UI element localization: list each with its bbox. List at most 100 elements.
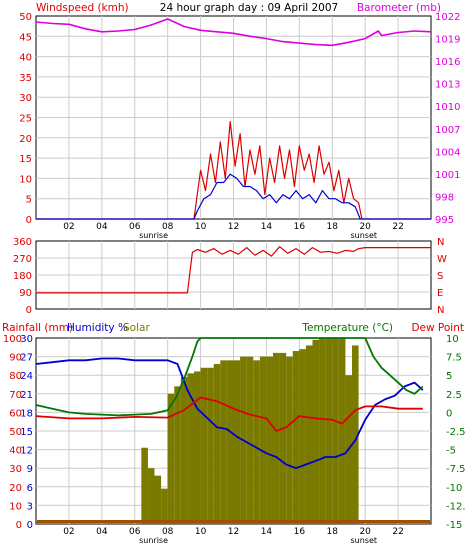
x-tick-label: 08 (162, 527, 174, 537)
rainfall-tick-label: 0 (16, 520, 22, 531)
rainfall-tick-label: 60 (9, 408, 22, 419)
solar-bar (207, 367, 214, 524)
solar-bar (161, 488, 168, 524)
sunset-label: sunset (350, 231, 377, 240)
temperature-tick-label: -12.5 (446, 501, 466, 512)
windspeed-tick-label: 35 (19, 73, 32, 84)
rainfall-tick-label: 70 (9, 390, 22, 401)
x-tick-label: 02 (63, 527, 74, 537)
humidity-tick-label: 21 (20, 390, 33, 401)
temperature-tick-label: -15 (446, 520, 462, 531)
windspeed-tick-label: 45 (19, 32, 32, 43)
windspeed-tick-label: 10 (19, 174, 32, 185)
humidity-tick-label: 18 (20, 408, 33, 419)
barometer-tick-label: 1019 (435, 35, 460, 46)
x-tick-label: 10 (195, 527, 207, 537)
solar-bar (266, 356, 273, 524)
windspeed-tick-label: 20 (19, 134, 32, 145)
solar-bar (305, 345, 313, 524)
x-tick-label: 12 (228, 527, 239, 537)
x-tick-label: 06 (129, 222, 141, 232)
x-tick-label: 04 (96, 527, 108, 537)
temperature-tick-label: -2.5 (446, 427, 466, 438)
humidity-tick-label: 27 (20, 353, 33, 364)
barometer-tick-label: 1010 (435, 102, 460, 113)
x-tick-label: 02 (63, 222, 74, 232)
barometer-tick-label: 1007 (435, 125, 460, 136)
humidity-tick-label: 6 (27, 483, 33, 494)
wind-direction-line (36, 246, 431, 294)
chart-title: 24 hour graph day : 09 April 2007 (160, 2, 338, 14)
x-tick-label: 04 (96, 222, 108, 232)
rainfall-tick-label: 80 (9, 371, 22, 382)
solar-bar (273, 352, 280, 524)
barometer-tick-label: 1001 (435, 170, 460, 181)
solar-bar (299, 349, 306, 524)
solar-bar (279, 352, 287, 524)
x-tick-label: 08 (162, 222, 174, 232)
barometer-tick-label: 1016 (435, 57, 460, 68)
compass-tick-label: N (437, 305, 444, 316)
compass-tick-label: W (437, 254, 447, 265)
barometer-tick-label: 1013 (435, 80, 460, 91)
x-tick-label: 14 (261, 527, 273, 537)
humidity-tick-label: 24 (20, 371, 33, 382)
x-tick-label: 20 (359, 222, 371, 232)
barometer-tick-label: 998 (435, 192, 454, 203)
humidity-tick-label: 30 (20, 334, 33, 345)
rainfall-tick-label: 50 (9, 427, 22, 438)
solar-bar (220, 360, 227, 524)
temperature-tick-label: -5 (446, 446, 456, 457)
x-tick-label: 12 (228, 222, 239, 232)
solar-bar (141, 447, 148, 524)
barometer-line (35, 18, 432, 47)
sunrise-label: sunrise (139, 231, 168, 240)
solar-bar (167, 393, 175, 524)
direction-tick-label: 0 (26, 305, 32, 316)
temperature-tick-label: 0 (446, 408, 452, 419)
x-tick-label: 22 (392, 222, 403, 232)
sunset-label: sunset (350, 536, 377, 545)
wind-average-line (36, 173, 431, 220)
humidity-axis-label: Humidity % (67, 322, 128, 334)
x-tick-label: 18 (327, 527, 339, 537)
rainfall-tick-label: 40 (9, 446, 22, 457)
dewpoint-axis-label: Dew Point (411, 322, 464, 334)
solar-bar (187, 373, 194, 524)
direction-tick-label: 270 (13, 254, 32, 265)
windspeed-axis-label: Windspeed (kmh) (36, 2, 129, 14)
solar-bar (286, 356, 293, 524)
ticks-layer: 0510152025303540455099599810011004100710… (3, 12, 466, 545)
temperature-tick-label: -10 (446, 483, 462, 494)
solar-bar (154, 475, 162, 524)
x-tick-label: 14 (261, 222, 273, 232)
temperature-line (35, 337, 424, 417)
barometer-tick-label: 1004 (435, 147, 460, 158)
humidity-tick-label: 3 (27, 501, 33, 512)
windspeed-line (36, 121, 431, 220)
windspeed-tick-label: 5 (26, 195, 32, 206)
barometer-tick-label: 1022 (435, 12, 460, 23)
barometer-tick-label: 995 (435, 215, 454, 226)
solar-axis-label: Solar (123, 322, 150, 334)
temperature-tick-label: 2.5 (446, 390, 462, 401)
windspeed-tick-label: 40 (19, 53, 32, 64)
rainfall-tick-label: 10 (9, 501, 22, 512)
solar-bar (226, 360, 234, 524)
x-tick-label: 10 (195, 222, 207, 232)
windspeed-tick-label: 0 (26, 215, 32, 226)
windspeed-tick-label: 25 (19, 114, 32, 125)
solar-bar (213, 364, 221, 524)
solar-bar (259, 356, 267, 524)
x-tick-label: 22 (392, 527, 403, 537)
rainfall-tick-label: 100 (3, 334, 22, 345)
windspeed-tick-label: 15 (19, 154, 32, 165)
temperature-axis-label: Temperature (°C) (301, 322, 393, 334)
solar-bar (246, 356, 254, 524)
humidity-tick-label: 9 (27, 464, 33, 475)
direction-tick-label: 180 (13, 271, 32, 282)
direction-tick-label: 90 (19, 288, 32, 299)
rainfall-tick-label: 20 (9, 483, 22, 494)
rainfall-axis-label: Rainfall (mm) (2, 322, 73, 334)
